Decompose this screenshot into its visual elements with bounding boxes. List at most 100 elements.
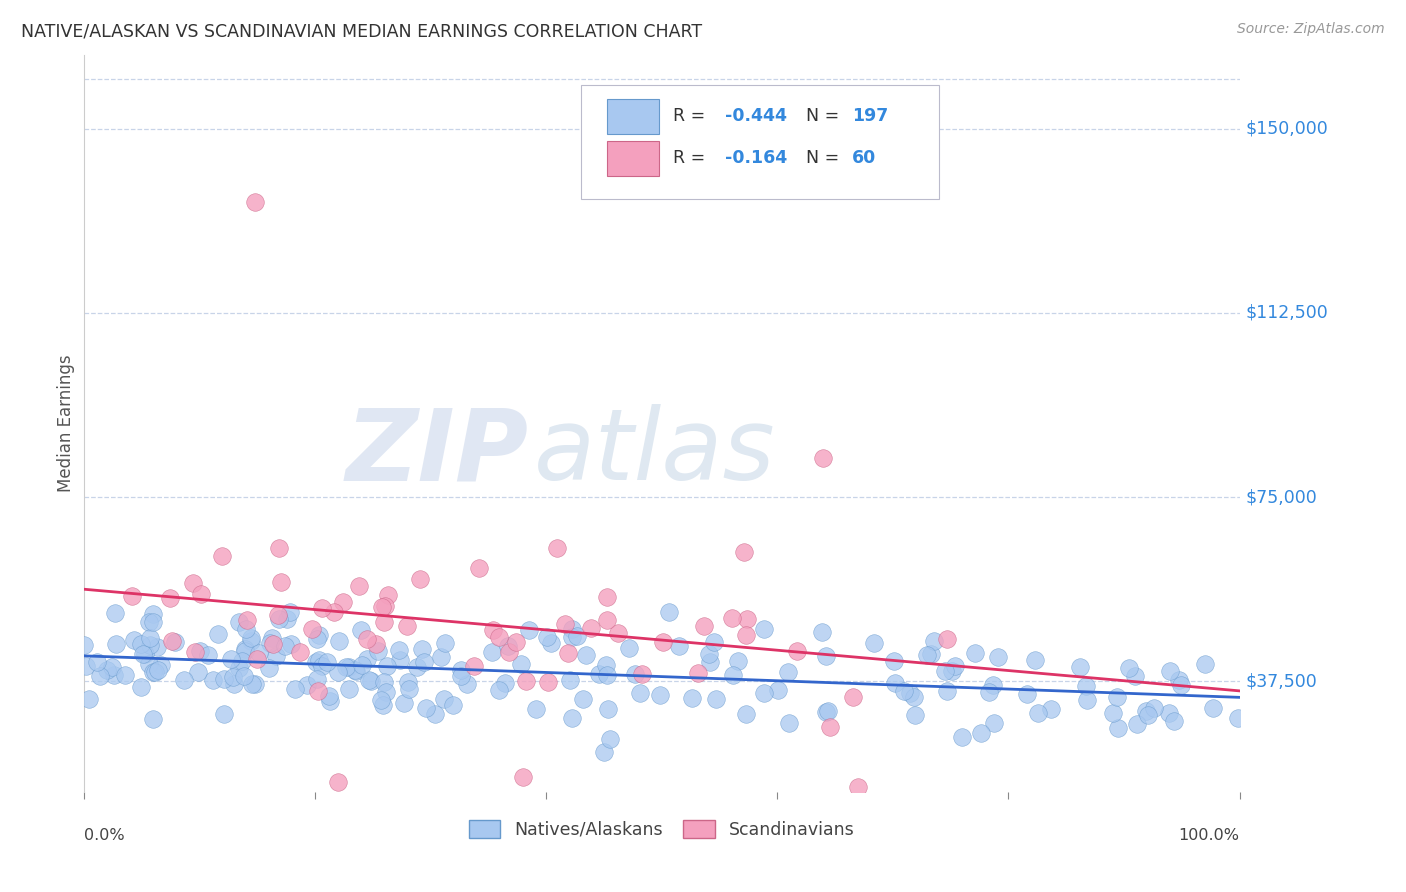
Point <box>920 648 942 662</box>
Point <box>588 666 610 681</box>
Point <box>75 659 97 673</box>
Point <box>235 622 257 636</box>
Point <box>311 659 333 673</box>
Point <box>952 730 974 744</box>
Point <box>883 676 905 690</box>
Point <box>367 644 389 658</box>
Point <box>264 649 287 664</box>
Text: 100.0%: 100.0% <box>1178 829 1240 844</box>
Point <box>247 647 270 661</box>
Point <box>359 673 381 687</box>
Text: $37,500: $37,500 <box>1246 673 1317 690</box>
Point <box>138 657 160 672</box>
Point <box>754 622 776 636</box>
Point <box>1076 693 1098 707</box>
Point <box>259 636 281 650</box>
Point <box>721 668 744 682</box>
Point <box>1074 679 1097 693</box>
Text: ZIP: ZIP <box>346 404 529 501</box>
Text: -0.444: -0.444 <box>725 107 787 125</box>
Point <box>481 645 503 659</box>
Point <box>375 685 398 699</box>
Point <box>131 647 153 661</box>
Point <box>142 665 165 679</box>
Point <box>356 632 378 646</box>
Point <box>1024 653 1046 667</box>
Point <box>1123 669 1146 683</box>
Point <box>304 656 326 670</box>
Point <box>526 702 548 716</box>
Point <box>1143 701 1166 715</box>
Point <box>624 666 647 681</box>
Point <box>810 624 832 639</box>
Point <box>915 648 938 663</box>
Point <box>280 637 302 651</box>
Point <box>396 619 419 633</box>
Point <box>388 653 411 667</box>
Point <box>73 638 96 652</box>
Point <box>565 630 588 644</box>
Point <box>692 619 714 633</box>
Point <box>498 645 520 659</box>
Point <box>970 726 993 740</box>
Point <box>648 688 671 702</box>
Point <box>350 623 373 637</box>
Point <box>257 660 280 674</box>
Point <box>190 586 212 600</box>
Point <box>371 698 394 712</box>
Point <box>224 677 246 691</box>
Point <box>159 591 181 606</box>
Point <box>129 680 152 694</box>
Point <box>328 634 350 648</box>
Point <box>222 670 245 684</box>
Point <box>398 682 420 697</box>
Point <box>1135 704 1157 718</box>
Point <box>596 667 619 681</box>
Point <box>505 635 527 649</box>
Point <box>540 636 562 650</box>
Point <box>1069 660 1091 674</box>
Point <box>243 195 266 210</box>
Point <box>228 615 250 630</box>
Point <box>703 635 725 649</box>
Point <box>482 624 505 638</box>
Point <box>697 647 720 661</box>
Point <box>1017 687 1039 701</box>
Point <box>415 700 437 714</box>
Point <box>96 663 118 677</box>
Point <box>212 672 235 686</box>
Point <box>963 646 986 660</box>
Point <box>307 684 329 698</box>
Point <box>149 658 172 673</box>
Point <box>240 677 263 691</box>
Point <box>79 691 101 706</box>
Point <box>596 702 619 716</box>
Text: -0.164: -0.164 <box>725 149 787 167</box>
Point <box>413 655 436 669</box>
Point <box>599 732 621 747</box>
Point <box>818 720 841 734</box>
Point <box>983 716 1005 731</box>
Point <box>411 642 433 657</box>
Point <box>924 634 946 648</box>
Point <box>579 621 602 635</box>
Point <box>546 541 568 556</box>
Text: R =: R = <box>673 149 711 167</box>
Point <box>207 627 229 641</box>
Point <box>173 673 195 687</box>
Point <box>308 628 330 642</box>
Point <box>284 681 307 696</box>
Point <box>596 613 619 627</box>
Point <box>1102 706 1125 720</box>
Point <box>165 635 187 649</box>
Point <box>228 660 250 674</box>
Point <box>1226 711 1249 725</box>
Point <box>595 590 617 604</box>
Point <box>396 674 419 689</box>
Point <box>236 613 259 627</box>
Point <box>1202 700 1225 714</box>
Point <box>593 745 616 759</box>
Point <box>987 650 1010 665</box>
Point <box>433 691 456 706</box>
Point <box>463 659 485 673</box>
